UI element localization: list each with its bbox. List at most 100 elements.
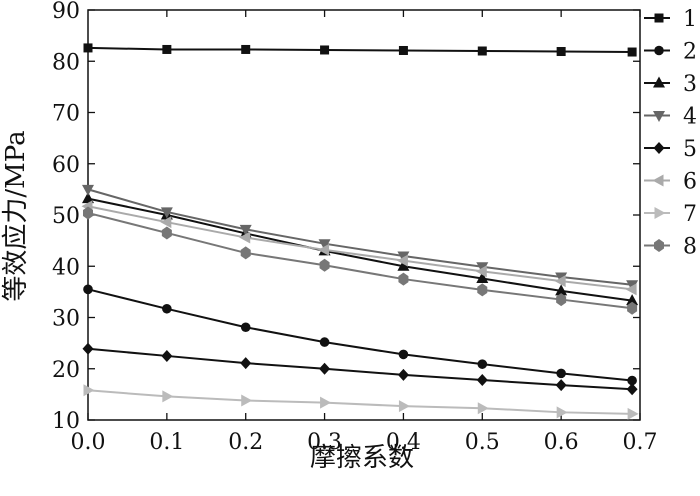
data-point	[162, 44, 172, 54]
data-point	[319, 337, 330, 347]
data-point	[556, 47, 566, 57]
data-point	[555, 284, 568, 296]
data-point	[240, 246, 251, 260]
legend-label: 8	[683, 235, 697, 260]
series-line	[87, 205, 633, 291]
legend-item-8: 8	[644, 235, 697, 260]
legend-item-1: 1	[644, 7, 697, 32]
data-point	[161, 349, 173, 362]
y-tick-label: 30	[52, 307, 80, 332]
data-point	[476, 262, 489, 274]
data-point	[556, 368, 566, 379]
data-point	[318, 239, 331, 251]
x-tick-label: 0.5	[465, 430, 500, 455]
series-8	[83, 206, 638, 315]
data-point	[240, 322, 251, 333]
legend-item-6: 6	[644, 170, 697, 195]
data-point	[83, 384, 95, 397]
series-line	[87, 347, 633, 391]
data-point	[318, 243, 330, 256]
x-tick-label: 0.4	[386, 430, 421, 455]
y-tick-label: 40	[52, 255, 80, 280]
series-line	[87, 211, 633, 310]
legend-marker	[653, 142, 665, 154]
data-point	[83, 284, 93, 295]
legend-label: 7	[683, 202, 697, 227]
series-line	[87, 389, 633, 415]
data-point	[82, 342, 94, 355]
x-tick-label: 0.3	[307, 430, 342, 455]
axes: 0.0 0.1 0.2 0.3 0.4 0.5 0.6 0.7 10 20 30 40 50 60 70 80…	[52, 0, 658, 455]
legend-label: 3	[683, 72, 697, 97]
data-point	[398, 45, 408, 55]
x-tick-label: 0.0	[71, 430, 106, 455]
data-point	[556, 406, 568, 419]
legend-item-7: 7	[644, 202, 697, 227]
y-tick-label: 10	[52, 409, 80, 434]
y-tick-label: 20	[52, 358, 80, 383]
data-point	[83, 206, 93, 220]
legend-label: 5	[683, 137, 697, 162]
legend-marker	[654, 45, 664, 56]
series-line	[87, 188, 633, 286]
data-point	[627, 301, 638, 315]
y-tick-label: 90	[52, 0, 80, 24]
data-point	[556, 293, 567, 307]
data-point	[320, 396, 332, 409]
data-point	[161, 226, 172, 240]
series-6	[81, 200, 637, 296]
x-axis-title: 摩擦系数	[310, 443, 414, 473]
legend-marker	[653, 111, 665, 122]
data-point	[477, 283, 488, 297]
x-tick-label: 0.7	[623, 430, 658, 455]
data-point	[627, 375, 637, 386]
data-point	[398, 400, 410, 413]
y-tick-label: 70	[52, 102, 80, 127]
data-point	[626, 294, 639, 306]
series-2	[83, 284, 637, 386]
series-4	[82, 184, 639, 292]
data-point	[398, 349, 409, 360]
data-point	[625, 283, 637, 296]
series-7	[83, 384, 639, 420]
legend: 1 2 3 4 5 6 7 8	[644, 7, 697, 260]
legend-label: 6	[683, 170, 697, 195]
data-point	[82, 192, 94, 204]
data-point	[239, 224, 252, 236]
data-point	[397, 368, 409, 381]
data-point	[241, 394, 253, 407]
legend-marker	[654, 207, 666, 219]
data-point	[160, 207, 173, 219]
legend-label: 4	[683, 105, 697, 130]
data-point	[627, 47, 637, 57]
y-axis-title: 等效应力/MPa	[1, 130, 31, 301]
data-point	[396, 254, 408, 267]
legend-item-3: 3	[644, 72, 697, 97]
x-tick-label: 0.2	[228, 430, 263, 455]
data-point	[627, 407, 639, 420]
data-point	[160, 216, 172, 229]
y-tick-label: 80	[52, 50, 80, 75]
data-point	[239, 231, 251, 244]
data-point	[320, 45, 330, 55]
data-point	[476, 374, 488, 387]
data-point	[554, 275, 566, 288]
legend-marker	[653, 76, 665, 88]
legend-item-4: 4	[644, 105, 697, 130]
data-point	[397, 259, 410, 271]
legend-item-5: 5	[644, 137, 697, 162]
data-point	[555, 379, 567, 392]
data-point	[319, 258, 330, 272]
data-point	[319, 362, 331, 375]
series-line	[87, 288, 633, 382]
data-point	[626, 383, 638, 396]
series-1	[83, 43, 637, 57]
y-tick-label: 50	[52, 204, 80, 229]
data-point	[162, 303, 172, 314]
data-point	[82, 184, 94, 196]
legend-marker	[652, 174, 664, 187]
data-point	[476, 272, 489, 284]
series-line	[87, 46, 633, 54]
data-point	[83, 43, 93, 53]
